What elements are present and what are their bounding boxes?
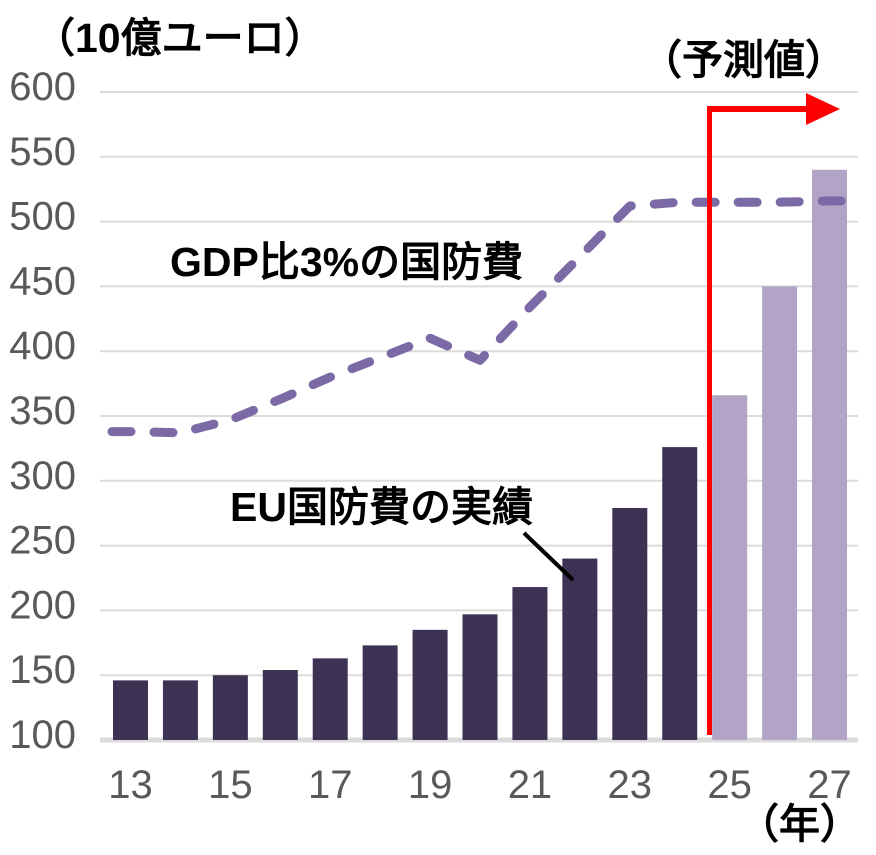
bar-2017	[312, 658, 348, 740]
y-tick-400: 400	[9, 324, 76, 368]
x-tick-27: 27	[807, 763, 852, 807]
bar-2015	[212, 675, 248, 740]
y-tick-500: 500	[9, 195, 76, 239]
bar-2019	[412, 629, 448, 740]
line-series-label: GDP比3%の国防費	[170, 239, 524, 285]
x-tick-21: 21	[508, 763, 553, 807]
forecast-arrow-head-icon	[806, 93, 840, 125]
x-tick-17: 17	[308, 763, 353, 807]
bar-2021	[512, 587, 548, 740]
y-tick-550: 550	[9, 130, 76, 174]
x-tick-19: 19	[408, 763, 453, 807]
y-tick-350: 350	[9, 389, 76, 433]
bar-2013	[113, 680, 148, 740]
y-tick-100: 100	[9, 713, 76, 757]
gdp-3pct-line	[107, 196, 851, 438]
bar-2016	[262, 670, 298, 740]
forecast-label: （予測値）	[641, 37, 846, 83]
y-tick-600: 600	[9, 65, 76, 109]
y-tick-450: 450	[9, 259, 76, 303]
bar-2022	[562, 558, 598, 740]
bar-series-label: EU国防費の実績	[230, 484, 533, 530]
bar-2026	[762, 286, 798, 740]
x-tick-15: 15	[208, 763, 253, 807]
bar-2025	[712, 395, 748, 740]
y-tick-150: 150	[9, 648, 76, 692]
y-tick-250: 250	[9, 519, 76, 563]
x-tick-13: 13	[108, 763, 153, 807]
y-tick-300: 300	[9, 454, 76, 498]
bar-2027	[812, 169, 848, 740]
bar-2018	[362, 645, 398, 740]
bar-label-pointer-line	[522, 531, 575, 582]
bar-2023	[612, 508, 648, 740]
x-axis-unit-label: （年）	[738, 801, 861, 847]
x-tick-25: 25	[707, 763, 752, 807]
bar-2020	[462, 614, 498, 740]
y-axis-unit-label: （10億ユーロ）	[34, 15, 326, 61]
bar-2014	[162, 680, 198, 740]
y-tick-200: 200	[9, 583, 76, 627]
bar-2024	[662, 447, 698, 740]
x-tick-23: 23	[608, 763, 653, 807]
